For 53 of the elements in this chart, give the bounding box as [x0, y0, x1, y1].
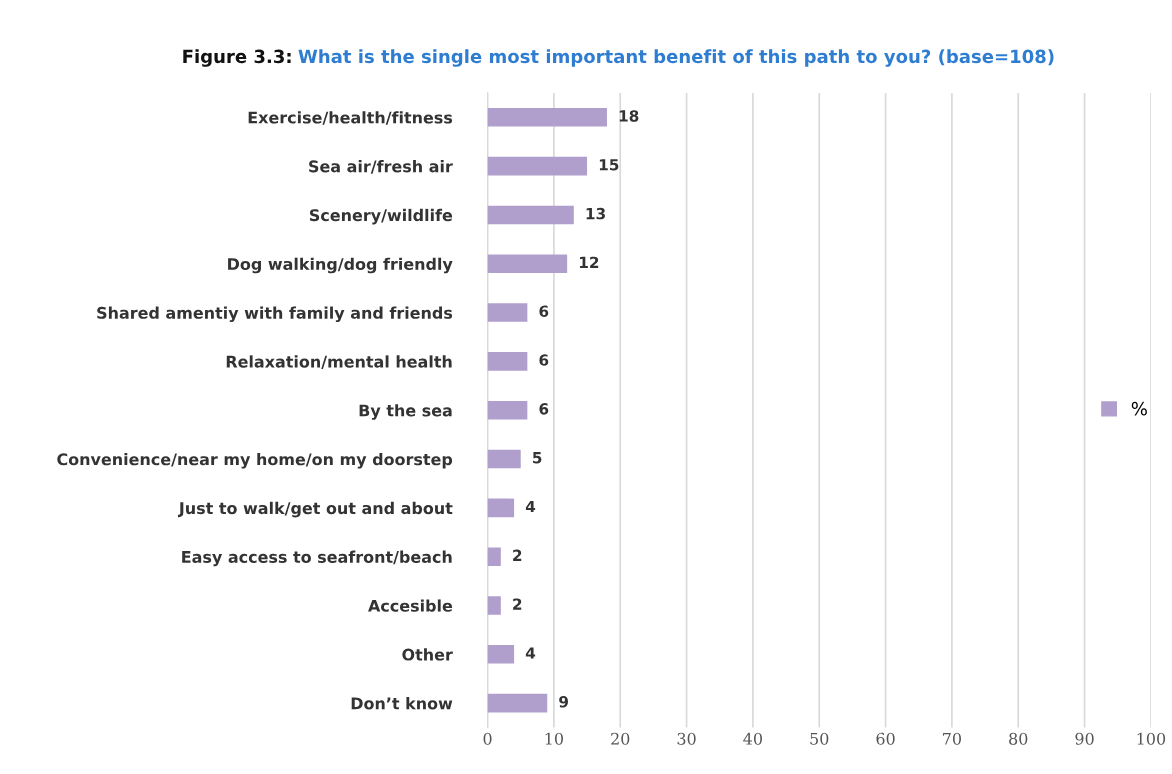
bar	[487, 596, 501, 615]
bar	[487, 645, 515, 664]
bar	[487, 400, 528, 420]
bar	[487, 449, 521, 469]
legend-label: %	[1131, 401, 1147, 416]
data-label: 4	[525, 500, 536, 513]
y-tick-label: Scenery/wildlife	[309, 208, 453, 225]
y-tick-label: Don’t know	[351, 697, 453, 710]
data-label: 15	[599, 159, 619, 171]
y-tick-label: By the sea	[359, 404, 452, 420]
x-tick-label: 20	[611, 732, 630, 745]
data-label: 12	[579, 256, 599, 268]
y-tick-label: Easy access to seafront/beach	[182, 550, 452, 567]
x-tick-label: 70	[943, 732, 961, 745]
bar	[487, 547, 501, 566]
bar	[487, 108, 607, 127]
y-tick-label: Relaxation/mental health	[226, 355, 452, 369]
x-tick-label: 100	[1137, 732, 1166, 745]
data-label: 6	[539, 305, 549, 318]
y-tick-label: Other	[402, 648, 453, 661]
bar	[487, 254, 568, 274]
bar	[487, 303, 528, 322]
data-label: 2	[513, 549, 522, 561]
data-label: 5	[533, 452, 542, 464]
x-tick-label: 10	[545, 732, 563, 745]
y-tick-label: Shared amentiy with family and friends	[97, 306, 453, 323]
bar	[487, 156, 588, 176]
y-tick-label: Sea air/fresh air	[309, 160, 453, 174]
data-label: 18	[619, 110, 639, 122]
data-label: 6	[539, 403, 549, 415]
y-tick-label: Dog walking/dog friendly	[228, 257, 453, 274]
x-tick-label: 50	[810, 732, 829, 745]
y-tick-label: Accesible	[368, 599, 453, 612]
data-label: 4	[525, 647, 536, 659]
x-tick-label: 90	[1075, 732, 1094, 745]
chart-subtitle: What is the single most important benefit of this path to you? (base=108)	[298, 49, 1054, 67]
y-tick-label: Just to walk/get out and about	[177, 501, 453, 518]
x-tick-label: 40	[743, 732, 762, 745]
bar	[487, 498, 515, 518]
data-label: 6	[539, 354, 549, 366]
text: Figure 3.3:	[183, 49, 291, 67]
x-tick-label: 80	[1009, 732, 1028, 745]
x-tick-label: 60	[876, 732, 895, 745]
bar	[487, 693, 548, 713]
data-label: 13	[586, 207, 605, 220]
y-tick-label: Convenience/near my home/on my doorstep	[57, 452, 453, 469]
x-tick-label: 30	[677, 732, 696, 745]
data-label: 9	[559, 696, 569, 708]
bar	[487, 205, 574, 225]
y-tick-label: Exercise/health/fitness	[248, 111, 453, 125]
data-label: 2	[513, 598, 522, 610]
x-tick-label: 0	[483, 732, 492, 745]
bar	[487, 352, 528, 371]
